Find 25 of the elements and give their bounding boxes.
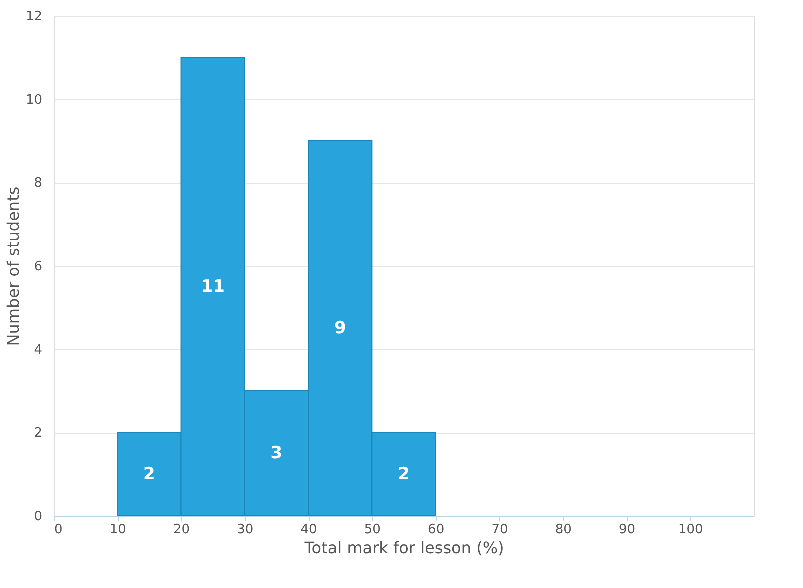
x-axis-title: Total mark for lesson (%) — [304, 538, 504, 558]
y-tick-label: 6 — [34, 260, 42, 274]
data-label: 9 — [334, 318, 346, 338]
y-tick-label: 4 — [34, 342, 42, 358]
x-tick-label: 100 — [678, 522, 704, 538]
x-tick-label: 30 — [237, 522, 254, 538]
y-tick-label: 2 — [34, 426, 42, 442]
x-tick-label: 60 — [428, 522, 445, 538]
y-tick-label: 8 — [34, 176, 42, 192]
y-tick-label: 0 — [34, 510, 42, 524]
x-tick-label: 70 — [492, 522, 508, 538]
x-tick-label: 40 — [300, 522, 318, 538]
x-tick-label: 80 — [555, 522, 572, 538]
y-tick-label: 10 — [26, 92, 42, 108]
x-tick-label: 10 — [110, 522, 126, 538]
x-tick-label: 0 — [54, 522, 63, 538]
data-label: 2 — [144, 464, 156, 484]
x-tick-label: 90 — [618, 522, 636, 538]
y-axis-title: Number of students — [4, 186, 23, 346]
data-label: 2 — [398, 464, 410, 484]
y-tick-label: 12 — [26, 10, 42, 24]
x-tick-label: 50 — [364, 522, 381, 538]
data-label: 11 — [201, 276, 225, 297]
data-label: 3 — [270, 444, 283, 464]
x-tick-label: 20 — [174, 522, 190, 538]
